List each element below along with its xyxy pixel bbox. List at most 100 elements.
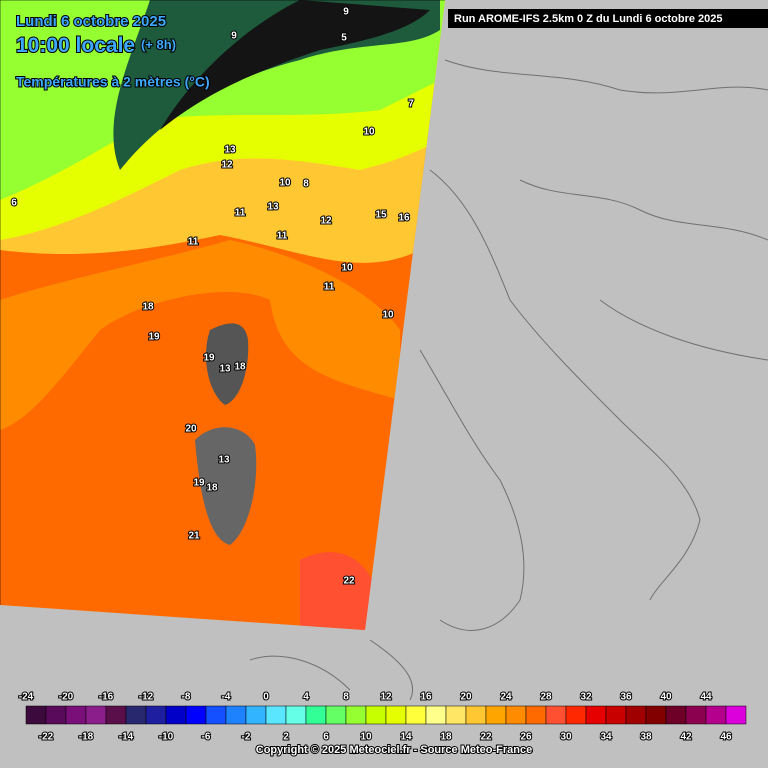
valid-time: 10:00 locale (+ 8h) (16, 34, 176, 57)
legend-label: 12 (380, 692, 392, 703)
contour-label: 19 (193, 478, 205, 489)
legend-label: -14 (119, 732, 134, 743)
contour-label: 20 (185, 424, 197, 435)
color-legend: -24-22-20-18-16-14-12-10-8-6-4-202468101… (18, 691, 747, 744)
color-swatch (145, 705, 167, 725)
outside-land (249, 59, 768, 701)
contour-label: 11 (277, 231, 288, 242)
legend-label: -22 (39, 732, 54, 743)
legend-label: 38 (640, 732, 652, 743)
legend-label: 46 (720, 732, 732, 743)
color-swatch (65, 705, 87, 725)
copyright: Copyright © 2025 Meteociel.fr - Source M… (256, 744, 532, 756)
legend-label: 6 (323, 732, 329, 743)
contour-label: 13 (218, 455, 230, 466)
color-swatch (405, 705, 427, 725)
contour-label: 10 (341, 263, 353, 274)
legend-label: 22 (480, 732, 492, 743)
legend-label: 2 (283, 732, 289, 743)
contour-label: 11 (188, 237, 199, 248)
contour-label: 22 (343, 576, 355, 587)
run-label: Run AROME-IFS 2.5km 0 Z du Lundi 6 octob… (454, 13, 723, 25)
color-swatch (365, 705, 387, 725)
legend-label: 10 (360, 732, 372, 743)
color-swatch (485, 705, 507, 725)
time: 10:00 locale (16, 34, 135, 57)
legend-label: -4 (222, 692, 231, 703)
contour-label: 21 (188, 531, 200, 542)
legend-label: -12 (139, 692, 154, 703)
legend-label: -24 (19, 692, 34, 703)
lead: (+ 8h) (141, 37, 176, 52)
contour-label: 13 (224, 145, 236, 156)
legend-label: 34 (600, 732, 612, 743)
color-swatch (445, 705, 467, 725)
color-swatch (105, 705, 127, 725)
color-swatch (225, 705, 247, 725)
color-swatch (265, 705, 287, 725)
legend-label: 44 (700, 692, 712, 703)
color-swatch (325, 705, 347, 725)
contour-label: 9 (231, 31, 237, 42)
date: Lundi 6 octobre 2025 (16, 13, 166, 30)
legend-label: -10 (159, 732, 174, 743)
color-swatch (585, 705, 607, 725)
legend-label: 18 (440, 732, 452, 743)
contour-label: 18 (206, 483, 218, 494)
legend-label: -18 (79, 732, 94, 743)
color-swatch (165, 705, 187, 725)
contour-label: 10 (382, 310, 394, 321)
color-swatch (505, 705, 527, 725)
contour-label: 10 (363, 127, 375, 138)
contour-label: 8 (303, 179, 309, 190)
color-swatch (185, 705, 207, 725)
color-swatch (685, 705, 707, 725)
legend-label: -6 (202, 732, 211, 743)
contour-label: 15 (375, 210, 387, 221)
legend-label: -8 (182, 692, 191, 703)
legend-label: 28 (540, 692, 552, 703)
contour-label: 18 (142, 302, 154, 313)
color-swatch (285, 705, 307, 725)
legend-label: 16 (420, 692, 432, 703)
color-swatch (125, 705, 147, 725)
contour-label: 13 (267, 202, 279, 213)
color-swatch (725, 705, 747, 725)
contour-label: 10 (279, 178, 291, 189)
legend-label: -16 (99, 692, 114, 703)
legend-label: 36 (620, 692, 632, 703)
legend-label: 26 (520, 732, 532, 743)
contour-label: 18 (234, 362, 246, 373)
contour-label: 12 (320, 216, 332, 227)
legend-label: 4 (303, 692, 309, 703)
contour-label: 5 (341, 33, 347, 44)
legend-label: 42 (680, 732, 692, 743)
contour-label: 12 (221, 160, 233, 171)
contour-label: 13 (219, 364, 231, 375)
legend-label: 14 (400, 732, 412, 743)
color-swatch (465, 705, 487, 725)
color-swatch (345, 705, 367, 725)
color-swatch (665, 705, 687, 725)
legend-label: 0 (263, 692, 269, 703)
color-swatch (45, 705, 67, 725)
color-swatch (525, 705, 547, 725)
contour-label: 9 (343, 7, 349, 18)
contour-label: 6 (11, 198, 17, 209)
color-swatch (305, 705, 327, 725)
contour-label: 11 (235, 208, 246, 219)
color-swatch (205, 705, 227, 725)
contour-label: 19 (203, 353, 215, 364)
color-swatch (645, 705, 667, 725)
contour-label: 7 (408, 99, 414, 110)
legend-label: 20 (460, 692, 472, 703)
temperature-field (0, 0, 445, 630)
run-box (448, 9, 768, 28)
legend-label: 32 (580, 692, 592, 703)
color-swatch (565, 705, 587, 725)
legend-label: 40 (660, 692, 672, 703)
legend-label: 8 (343, 692, 349, 703)
contour-label: 11 (324, 282, 335, 293)
